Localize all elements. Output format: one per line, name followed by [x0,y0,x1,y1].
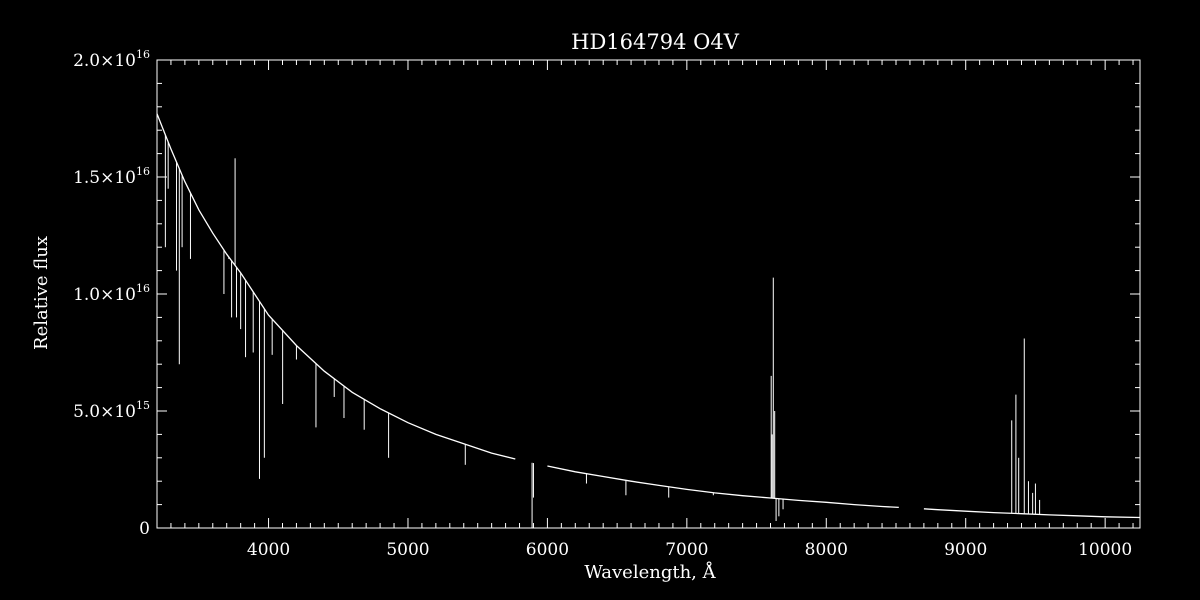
x-tick-label: 10000 [1078,540,1132,560]
x-tick-label: 5000 [386,540,429,560]
axis-ticks [156,59,1140,529]
x-tick-label: 9000 [944,540,987,560]
y-tick-label: 2.0×1016 [73,48,150,71]
y-tick-label: 1.0×1016 [73,282,150,305]
x-tick-label: 4000 [247,540,290,560]
y-tick-label: 0 [139,519,150,539]
x-tick-label: 7000 [665,540,708,560]
y-tick-label: 1.5×1016 [73,165,150,188]
x-tick-labels: 4000 5000 6000 7000 8000 9000 10000 [247,540,1132,560]
y-tick-label: 5.0×1015 [73,399,150,422]
x-tick-label: 8000 [805,540,848,560]
x-axis-label: Wavelength, Å [584,561,716,583]
chart-title: HD164794 O4V [571,30,740,54]
y-tick-labels: 0 5.0×1015 1.0×1016 1.5×1016 2.0×1016 [73,48,150,539]
spectrum-line [156,113,1141,519]
spectrum-series [156,113,1141,528]
y-axis-label: Relative flux [31,236,52,350]
x-tick-label: 6000 [526,540,569,560]
